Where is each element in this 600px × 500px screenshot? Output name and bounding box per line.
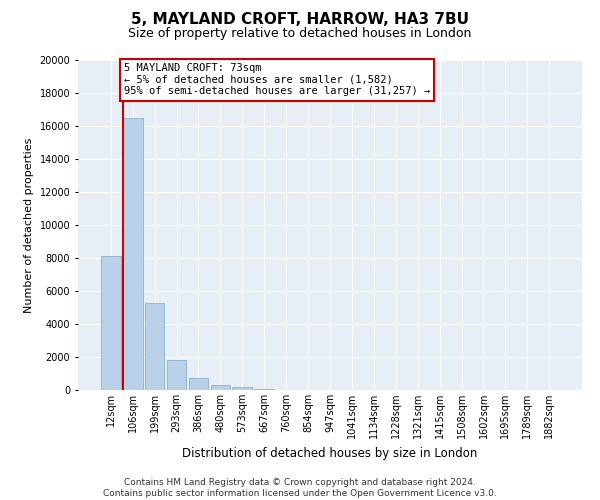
Bar — [254, 388, 274, 390]
Text: Size of property relative to detached houses in London: Size of property relative to detached ho… — [128, 28, 472, 40]
Bar — [211, 386, 230, 390]
Bar — [188, 378, 208, 390]
Bar — [167, 360, 187, 390]
Bar — [101, 256, 121, 390]
X-axis label: Distribution of detached houses by size in London: Distribution of detached houses by size … — [182, 446, 478, 460]
Text: 5, MAYLAND CROFT, HARROW, HA3 7BU: 5, MAYLAND CROFT, HARROW, HA3 7BU — [131, 12, 469, 28]
Y-axis label: Number of detached properties: Number of detached properties — [24, 138, 34, 312]
Bar — [145, 302, 164, 390]
Bar — [232, 388, 252, 390]
Bar — [123, 118, 143, 390]
Text: 5 MAYLAND CROFT: 73sqm
← 5% of detached houses are smaller (1,582)
95% of semi-d: 5 MAYLAND CROFT: 73sqm ← 5% of detached … — [124, 64, 430, 96]
Text: Contains HM Land Registry data © Crown copyright and database right 2024.
Contai: Contains HM Land Registry data © Crown c… — [103, 478, 497, 498]
